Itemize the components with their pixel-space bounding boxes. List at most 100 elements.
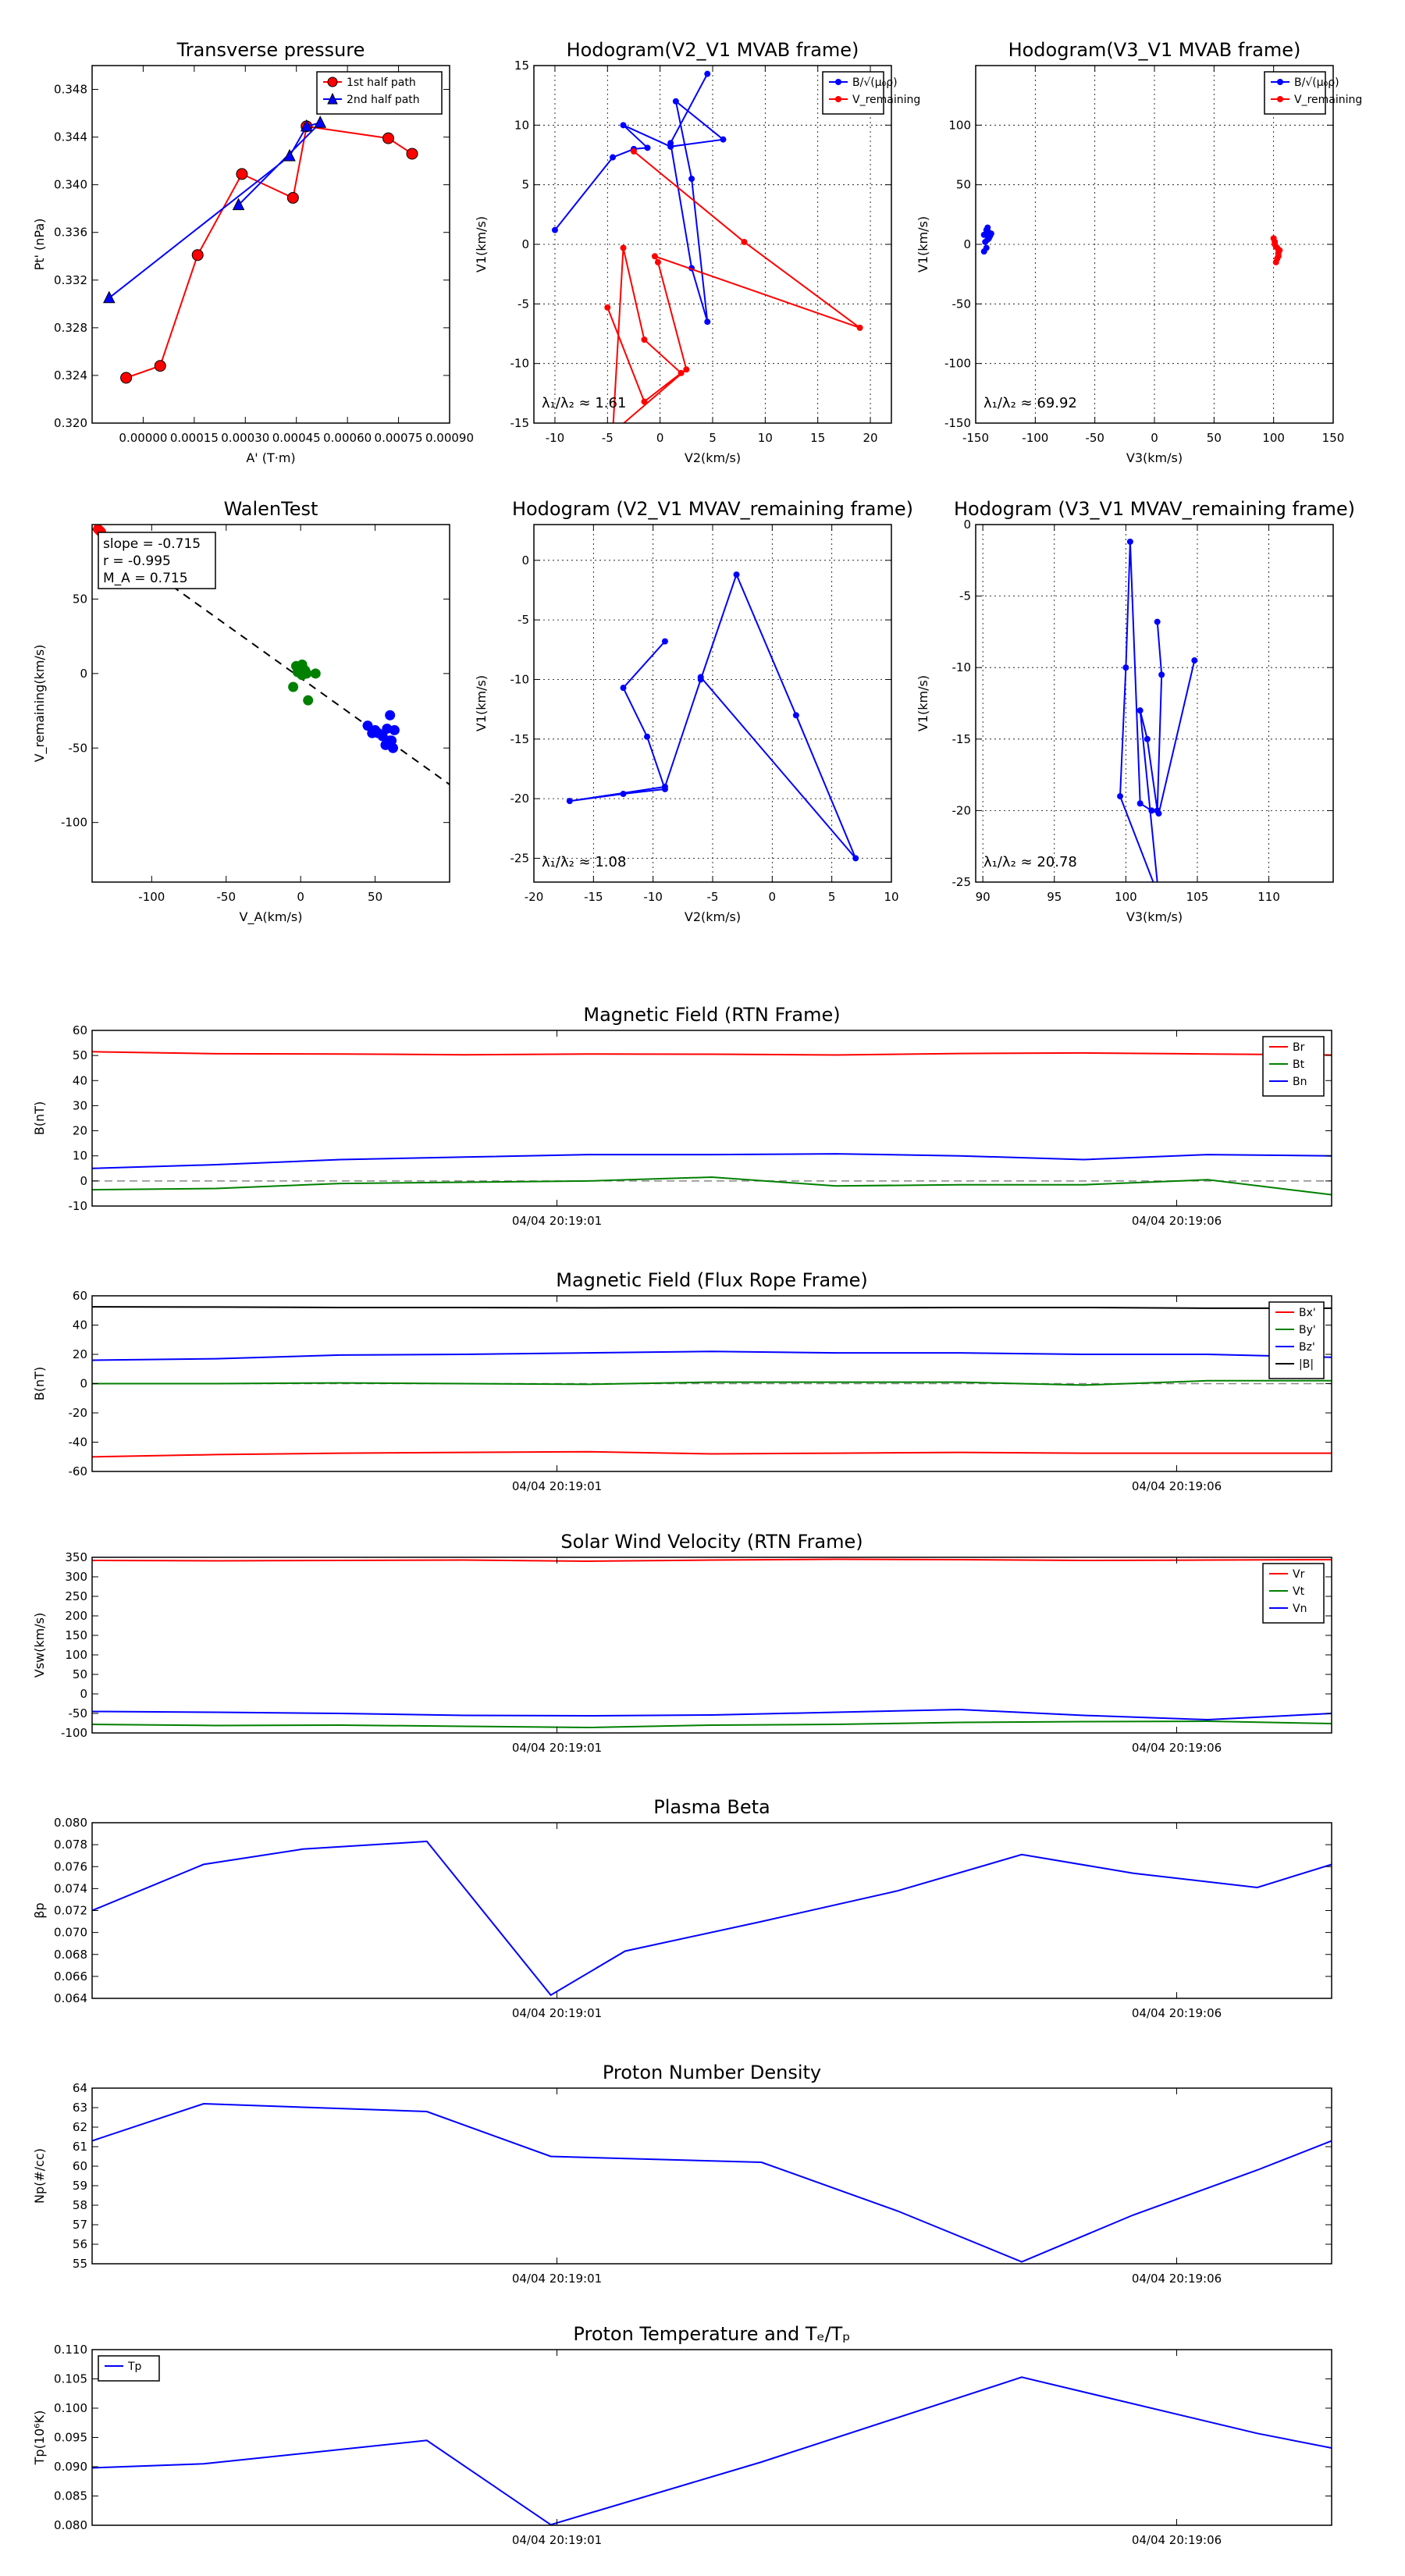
y-tick-label: 0.068 xyxy=(54,1948,87,1962)
y-tick-label: 56 xyxy=(73,2237,87,2251)
data-point xyxy=(1155,893,1161,899)
data-point xyxy=(382,132,394,144)
data-layer xyxy=(1117,538,1198,899)
data-point xyxy=(292,667,303,678)
legend-label: Bx' xyxy=(1299,1307,1316,1319)
data-point xyxy=(852,855,859,862)
y-tick-label: 0 xyxy=(521,553,529,568)
x-tick-label: 0 xyxy=(769,890,777,904)
axes-frame xyxy=(91,524,450,883)
x-tick-label: 5 xyxy=(828,890,836,904)
x-tick-label: 5 xyxy=(709,431,717,445)
data-layer xyxy=(92,1558,1332,1729)
data-point xyxy=(288,681,299,692)
y-tick-label: 60 xyxy=(73,1289,87,1303)
data-layer xyxy=(92,1840,1332,1997)
data-point xyxy=(362,720,373,731)
x-tick-label: 04/04 20:19:01 xyxy=(512,2272,602,2286)
legend-marker xyxy=(327,92,338,105)
annotation-box xyxy=(98,532,216,589)
x-tick-label: 10 xyxy=(758,431,773,445)
data-point xyxy=(93,525,104,535)
data-layer xyxy=(551,70,863,423)
x-tick-label: -5 xyxy=(602,431,614,445)
y-tick-label: 0.066 xyxy=(54,1969,87,1984)
data-point xyxy=(1117,793,1124,800)
y-tick-label: 0.336 xyxy=(54,226,87,240)
data-point xyxy=(641,398,648,405)
x-tick-label: 0.00030 xyxy=(221,431,269,445)
data-point xyxy=(697,674,704,681)
legend: B/√(μ₀ρ) V_remaining xyxy=(1264,71,1362,115)
panel-density: 04/04 20:19:01 04/04 20:19:06 55 56 57 58 59 60… xyxy=(32,2062,1332,2286)
data-point xyxy=(310,668,321,679)
y-tick-label: 50 xyxy=(73,1048,87,1062)
y-tick-label: -10 xyxy=(510,357,530,371)
y-tick-label: 0.078 xyxy=(54,1838,87,1852)
data-point xyxy=(644,733,651,740)
plot-area xyxy=(92,1030,1332,1206)
data-point xyxy=(678,369,685,376)
data-point xyxy=(704,70,711,77)
legend-label: B/√(μ₀ρ) xyxy=(852,76,898,89)
y-tick-label: 0.348 xyxy=(54,83,87,97)
chart-title: Magnetic Field (Flux Rope Frame) xyxy=(556,1269,867,1291)
data-point xyxy=(385,710,396,720)
y-tick-label: 10 xyxy=(73,1149,87,1163)
y-tick-label: 150 xyxy=(65,1628,87,1642)
y-tick-label: -50 xyxy=(69,741,88,755)
chart-title: Transverse pressure xyxy=(176,39,365,61)
data-point xyxy=(688,176,695,183)
x-tick-label: -100 xyxy=(138,890,165,904)
legend-box xyxy=(316,71,443,115)
chart-title: Plasma Beta xyxy=(653,1796,770,1818)
axes-frame xyxy=(91,65,450,424)
annotation-text: λ₁/λ₂ ≈ 69.92 xyxy=(984,395,1077,411)
series-line-Bt xyxy=(92,1176,1332,1196)
x-tick-label: 04/04 20:19:01 xyxy=(512,1214,602,1228)
y-tick-label: 0.090 xyxy=(54,2460,87,2474)
series-line-beta xyxy=(92,1840,1332,1997)
data-layer xyxy=(566,571,859,862)
legend-label: Br xyxy=(1293,1041,1305,1054)
legend-marker xyxy=(835,96,841,102)
y-tick-label: 0.100 xyxy=(54,2401,87,2415)
series-line-V_remaining xyxy=(606,151,861,423)
y-tick-label: 0.074 xyxy=(54,1881,87,1895)
y-tick-label: 63 xyxy=(73,2101,87,2115)
y-tick-label: 0.080 xyxy=(54,1816,87,1830)
series-line-Bz' xyxy=(92,1350,1332,1361)
chart-title: Hodogram (V3_V1 MVAV_remaining frame) xyxy=(954,498,1355,520)
y-axis-label: Tp(10⁶K) xyxy=(32,2411,47,2466)
data-point xyxy=(566,798,573,805)
data-point xyxy=(610,154,617,161)
plot-area xyxy=(92,1823,1332,1998)
y-tick-label: 0.340 xyxy=(54,178,87,192)
legend-marker xyxy=(1277,96,1283,102)
data-point xyxy=(389,724,400,735)
data-point xyxy=(604,304,611,311)
x-tick-label: 100 xyxy=(1115,890,1137,904)
y-tick-label: 350 xyxy=(65,1550,87,1564)
data-point xyxy=(630,148,637,155)
data-point xyxy=(297,659,308,670)
series-line-By' xyxy=(92,1379,1332,1386)
x-tick-label: 04/04 20:19:06 xyxy=(1132,1214,1222,1228)
x-tick-label: -100 xyxy=(1022,431,1048,445)
annotation-text: λ₁/λ₂ ≈ 1.61 xyxy=(542,395,626,411)
y-tick-label: 60 xyxy=(73,2159,87,2173)
data-point xyxy=(651,253,658,260)
data-point xyxy=(1272,258,1279,265)
x-tick-label: 0.00060 xyxy=(323,431,372,445)
y-axis-label: V1(km/s) xyxy=(916,216,930,272)
legend: Tp xyxy=(98,2355,160,2382)
data-point xyxy=(1122,664,1129,671)
legend: Br Bt Bn xyxy=(1262,1036,1325,1097)
data-point xyxy=(1148,807,1155,814)
data-point xyxy=(103,290,116,304)
y-tick-label: -10 xyxy=(510,672,530,686)
y-tick-label: -25 xyxy=(510,851,530,865)
x-tick-label: -150 xyxy=(962,431,989,445)
annotation-text: λ₁/λ₂ ≈ 20.78 xyxy=(984,854,1077,870)
data-point xyxy=(1272,238,1279,245)
